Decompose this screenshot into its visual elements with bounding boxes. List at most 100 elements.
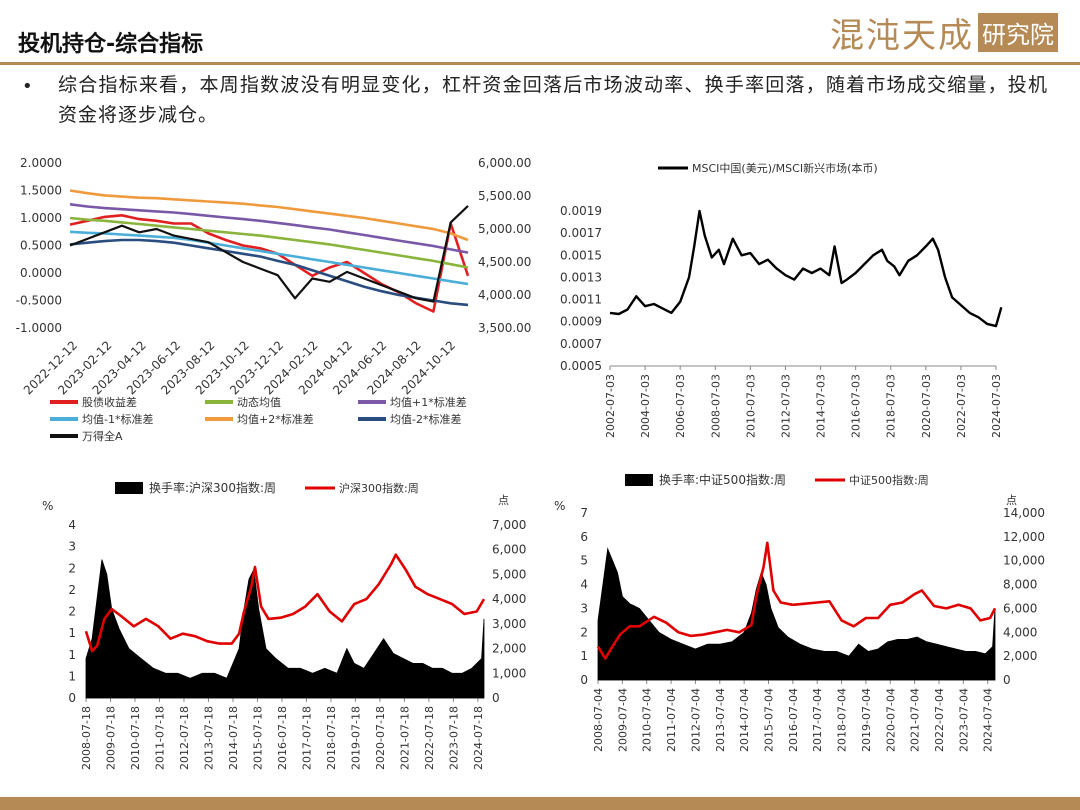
x-tick: 2011-07-18 <box>153 706 166 770</box>
y-left-tick: 5 <box>580 554 588 568</box>
x-tick: 2022-07-03 <box>955 374 968 438</box>
y-left-tick: 2 <box>580 625 588 639</box>
x-tick: 2012-07-03 <box>779 374 792 438</box>
y-left-tick: 1 <box>580 649 588 663</box>
y-left-tick: 1.5000 <box>20 184 62 198</box>
y-right-tick: 4,000 <box>1003 625 1037 639</box>
x-tick: 2024-07-03 <box>990 374 1003 438</box>
x-tick: 2014-07-18 <box>227 706 240 770</box>
x-tick: 2006-07-03 <box>674 374 687 438</box>
x-tick: 2018-07-03 <box>885 374 898 438</box>
y-tick: 0.0007 <box>560 337 602 351</box>
logo-box-text: 研究院 <box>978 12 1058 52</box>
x-tick: 2010-07-03 <box>744 374 757 438</box>
y-right-tick: 6,000 <box>1003 601 1037 615</box>
header: 投机持仓-综合指标 混沌天成 研究院 <box>0 0 1080 62</box>
page-title: 投机持仓-综合指标 <box>18 32 204 57</box>
y-tick: 0.0015 <box>560 248 602 262</box>
x-tick: 2016-07-18 <box>276 706 289 770</box>
y-right-tick: 1,000 <box>492 666 526 680</box>
turnover-area <box>85 559 485 699</box>
y-right-tick: 0 <box>492 691 500 705</box>
y-tick: 0.0009 <box>560 315 602 329</box>
y-right-tick: 3,000 <box>492 617 526 631</box>
x-tick: 2010-07-04 <box>641 688 654 752</box>
x-tick: 2022-07-04 <box>933 688 946 752</box>
bullet-icon: • <box>22 76 33 97</box>
y-right-tick: 2,000 <box>492 642 526 656</box>
y-right-tick: 6,000 <box>492 543 526 557</box>
y-left-tick: -1.0000 <box>16 321 62 335</box>
series-line-1 <box>69 216 469 269</box>
footer-bar <box>0 797 1080 810</box>
x-tick: 2012-07-04 <box>689 688 702 752</box>
chart-hs300-turnover: 换手率:沪深300指数:周 沪深300指数:周% 点 4 3 2 2 2 1 1 1 0 7,000 6,… <box>42 480 526 770</box>
y-left-tick: 3 <box>580 601 588 615</box>
y-right-tick: 3,500.00 <box>478 321 531 335</box>
x-tick: 2017-07-18 <box>300 706 313 770</box>
x-tick: 2009-07-04 <box>616 688 629 752</box>
x-tick: 2023-07-18 <box>447 706 460 770</box>
turnover-area <box>597 547 996 681</box>
x-tick: 2020-07-03 <box>920 374 933 438</box>
x-tick: 2013-07-18 <box>202 706 215 770</box>
x-tick: 2017-07-04 <box>811 688 824 752</box>
series-line-4 <box>69 189 469 242</box>
legend-item: MSCI中国(美元)/MSCI新兴市场(本币) <box>692 161 878 175</box>
x-tick: 2016-07-03 <box>850 374 863 438</box>
y-tick: 0.0013 <box>560 270 602 284</box>
y-right-unit: 点 <box>498 494 509 507</box>
x-tick: 2014-07-03 <box>815 374 828 438</box>
x-tick: 2015-07-04 <box>762 688 775 752</box>
y-right-tick: 5,000 <box>492 567 526 581</box>
x-tick: 2018-07-18 <box>325 706 338 770</box>
legend-item: 动态均值 <box>237 396 281 409</box>
x-tick: 2013-07-04 <box>714 688 727 752</box>
y-left-tick: 4 <box>580 578 588 592</box>
x-tick: 2019-07-18 <box>349 706 362 770</box>
x-tick: 2020-07-18 <box>374 706 387 770</box>
x-tick: 2022-07-18 <box>423 706 436 770</box>
x-tick: 2019-07-04 <box>860 688 873 752</box>
y-tick: 0.0019 <box>560 204 602 218</box>
legend-item: 中证500指数:周 <box>849 473 929 487</box>
series-line-6 <box>69 205 469 303</box>
legend-item: 万得全A <box>82 429 123 443</box>
y-right-tick: 0 <box>1003 673 1011 687</box>
chart-yield-spread: 2.0000 1.5000 1.0000 0.5000 0.0000 -0.5000 -1.… <box>16 156 532 443</box>
y-left-tick: 1 <box>68 648 76 662</box>
logo: 混沌天成 研究院 <box>830 8 1058 56</box>
y-left-tick: 2 <box>68 583 76 597</box>
legend-item: 均值+1*标准差 <box>390 395 467 409</box>
y-left-tick: 1 <box>68 669 76 683</box>
series-line-3 <box>69 230 469 286</box>
y-left-tick: 0.5000 <box>20 239 62 253</box>
y-left-unit: % <box>554 499 565 513</box>
x-tick: 2008-07-03 <box>709 374 722 438</box>
y-tick: 0.0017 <box>560 226 602 240</box>
y-left-tick: 4 <box>68 518 76 532</box>
y-right-tick: 7,000 <box>492 518 526 532</box>
y-right-tick: 4,500.00 <box>478 255 531 269</box>
header-divider <box>0 62 1080 65</box>
x-tick: 2010-07-18 <box>129 706 142 770</box>
y-left-tick: 1 <box>68 626 76 640</box>
x-tick: 2024-07-18 <box>472 706 485 770</box>
legend-item: 均值-1*标准差 <box>82 412 153 426</box>
y-right-tick: 12,000 <box>1003 530 1045 544</box>
x-tick: 2018-07-04 <box>836 688 849 752</box>
bullet-text: 综合指标来看，本周指数波没有明显变化，杠杆资金回落后市场波动率、换手率回落，随着… <box>58 74 1048 126</box>
y-right-unit: 点 <box>1006 494 1017 507</box>
y-left-tick: 3 <box>68 540 76 554</box>
chart-msci-ratio: MSCI中国(美元)/MSCI新兴市场(本币) 0.0019 0.0017 0.001… <box>560 161 1003 438</box>
x-tick: 2008-07-18 <box>80 706 93 770</box>
x-tick: 2023-07-04 <box>957 688 970 752</box>
legend-item: 股债收益差 <box>82 395 137 409</box>
series-line-0 <box>69 214 470 313</box>
y-left-tick: 0 <box>580 673 588 687</box>
x-tick: 2009-07-18 <box>104 706 117 770</box>
index-line <box>84 553 486 653</box>
series-line <box>609 209 1003 328</box>
index-line <box>596 541 997 660</box>
x-tick: 2004-07-03 <box>639 374 652 438</box>
